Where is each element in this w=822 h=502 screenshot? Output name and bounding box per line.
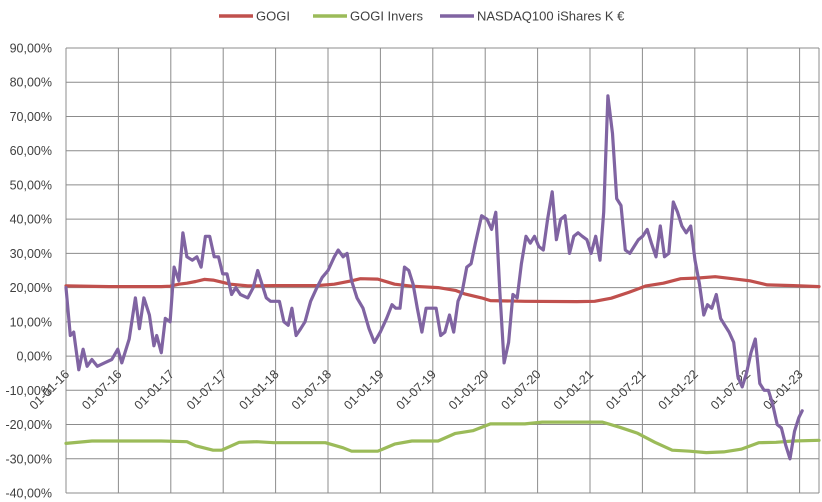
legend-label: GOGI Invers xyxy=(350,9,423,24)
y-tick-label: 30,00% xyxy=(10,247,52,261)
y-tick-label: -20,00% xyxy=(5,418,52,432)
y-tick-label: -10,00% xyxy=(5,384,52,398)
y-tick-label: 90,00% xyxy=(10,42,52,56)
y-tick-label: 40,00% xyxy=(10,213,52,227)
series-line-2 xyxy=(64,94,804,461)
y-tick-label: 0,00% xyxy=(17,350,52,364)
y-tick-label: 20,00% xyxy=(10,281,52,295)
y-tick-label: 60,00% xyxy=(10,144,52,158)
series-line-0 xyxy=(64,275,821,304)
y-tick-label: 70,00% xyxy=(10,110,52,124)
y-tick-label: -30,00% xyxy=(5,452,52,466)
y-tick-label: 80,00% xyxy=(10,76,52,90)
legend: GOGI GOGI Invers NASDAQ100 iShares K € xyxy=(219,9,625,24)
y-axis-tick-labels: 90,00% 80,00% 70,00% 60,00% 50,00% 40,00% 30,0… xyxy=(5,42,52,501)
legend-label: GOGI xyxy=(256,9,290,24)
y-tick-label: 50,00% xyxy=(10,178,52,192)
y-tick-label: 10,00% xyxy=(10,315,52,329)
y-tick-label: -40,00% xyxy=(5,487,52,501)
series-lines xyxy=(64,94,821,461)
series-line-1 xyxy=(64,420,821,455)
legend-label: NASDAQ100 iShares K € xyxy=(477,9,625,24)
gridlines xyxy=(65,47,820,494)
